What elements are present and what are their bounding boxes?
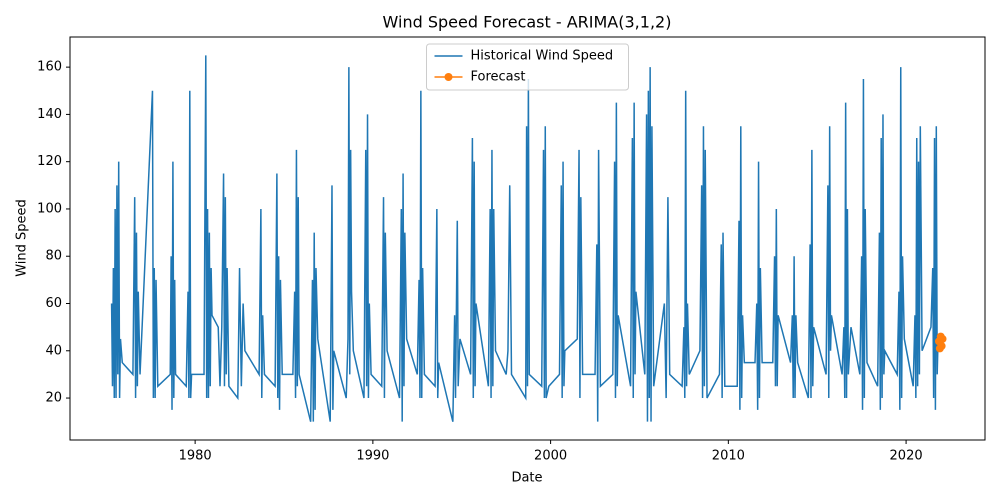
plot-frame [69,36,986,441]
forecast-point [938,334,947,343]
x-tick-label: 2020 [890,449,923,464]
series-line [110,55,939,422]
legend-box [426,43,629,91]
y-axis-label: Wind Speed [15,199,30,277]
y-tick-label: 20 [45,391,62,406]
y-tick-label: 60 [45,296,62,311]
y-tick-label: 40 [45,343,62,358]
x-tick-label: 2000 [534,449,567,464]
legend-label: Forecast [471,70,526,85]
y-tick-label: 160 [37,60,62,75]
y-tick-label: 100 [37,201,62,216]
legend-label: Historical Wind Speed [471,49,614,64]
x-tick-label: 1990 [356,449,389,464]
chart-title: Wind Speed Forecast - ARIMA(3,1,2) [383,13,672,32]
forecast-point [937,342,946,351]
x-tick-label: 1980 [179,449,212,464]
x-axis-label: Date [511,471,542,486]
legend-marker [444,73,453,81]
y-tick-label: 120 [37,154,62,169]
legend: Historical Wind Speed Forecast [426,43,629,91]
y-tick-label: 80 [45,249,62,264]
x-tick-label: 2010 [712,449,745,464]
y-tick-label: 140 [37,107,62,122]
